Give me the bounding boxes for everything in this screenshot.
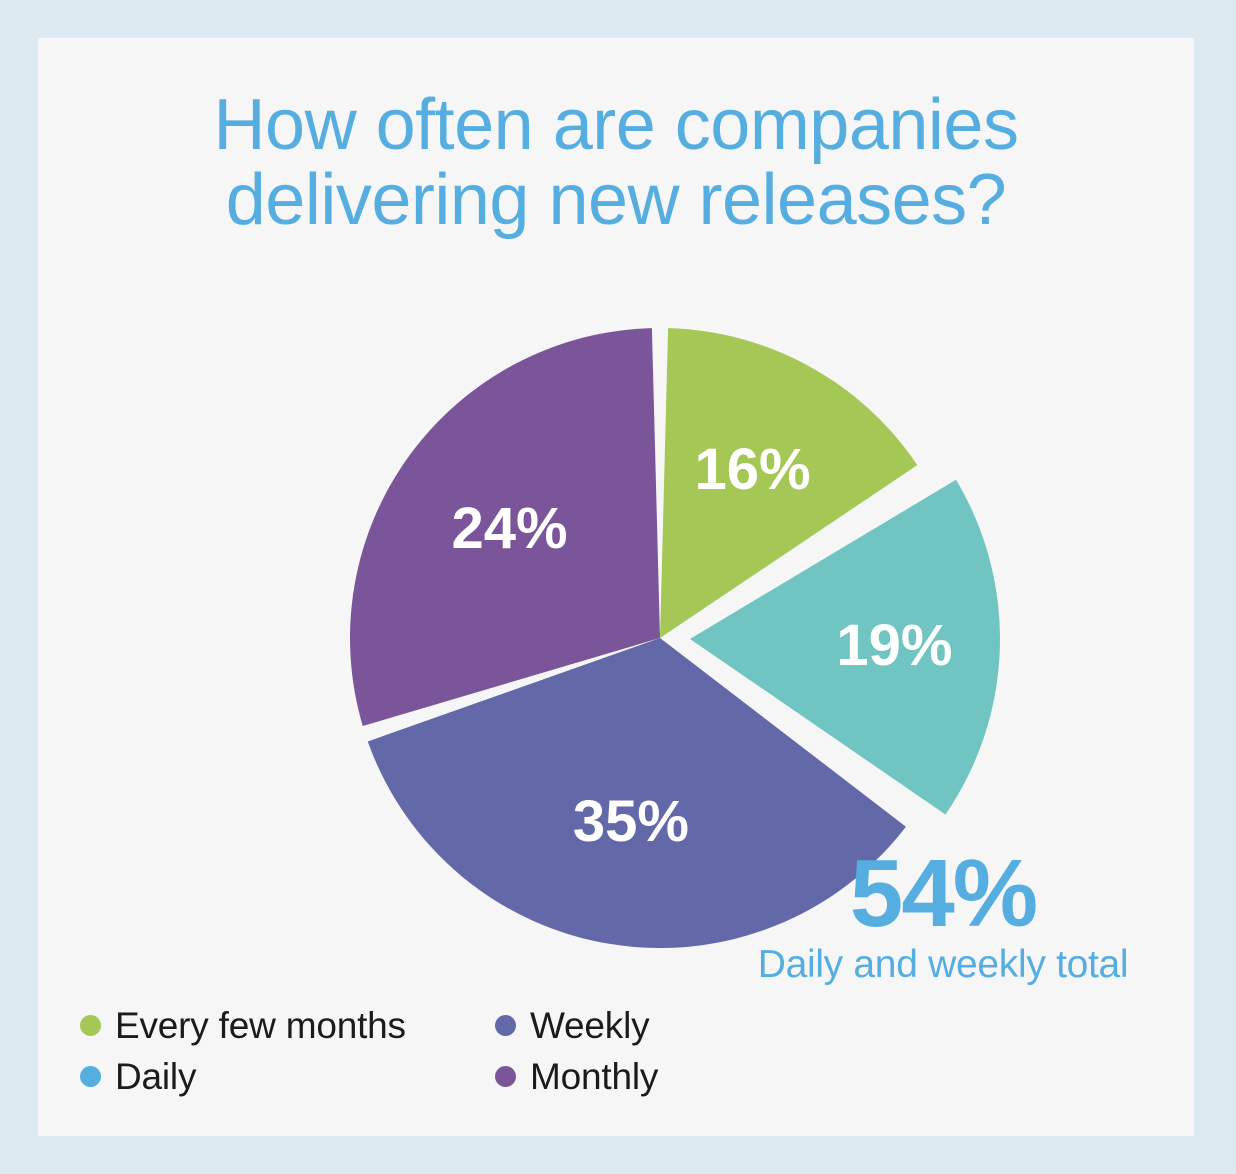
legend-swatch-icon bbox=[80, 1066, 101, 1087]
chart-legend: Every few months Weekly Daily Monthly bbox=[80, 1000, 1080, 1102]
page-title: How often are companies delivering new r… bbox=[213, 85, 1019, 240]
pie-slice-label: 16% bbox=[695, 437, 811, 502]
legend-swatch-icon bbox=[495, 1066, 516, 1087]
pie-slice-daily[interactable] bbox=[689, 479, 1000, 815]
legend-item-weekly[interactable]: Weekly bbox=[495, 1005, 910, 1047]
pie-slice-label: 24% bbox=[451, 496, 567, 561]
content-panel: How often are companies delivering new r… bbox=[38, 38, 1194, 1136]
legend-label: Monthly bbox=[530, 1055, 659, 1097]
legend-item-monthly[interactable]: Monthly bbox=[495, 1056, 910, 1098]
legend-label: Weekly bbox=[530, 1004, 650, 1046]
legend-label: Daily bbox=[115, 1055, 197, 1097]
pie-slice-monthly[interactable] bbox=[350, 328, 660, 727]
pie-slice-every-few-months[interactable] bbox=[660, 328, 918, 638]
legend-swatch-icon bbox=[495, 1015, 516, 1036]
legend-item-every-few-months[interactable]: Every few months bbox=[80, 1005, 495, 1047]
legend-swatch-icon bbox=[80, 1015, 101, 1036]
callout-value: 54% bbox=[849, 840, 1038, 947]
callout-caption: Daily and weekly total bbox=[757, 943, 1129, 986]
callout-total: 54% Daily and weekly total bbox=[738, 846, 1148, 987]
pie-slice-label: 19% bbox=[836, 613, 952, 678]
legend-label: Every few months bbox=[115, 1004, 406, 1046]
pie-slice-label: 35% bbox=[573, 789, 689, 854]
legend-item-daily[interactable]: Daily bbox=[80, 1056, 495, 1098]
